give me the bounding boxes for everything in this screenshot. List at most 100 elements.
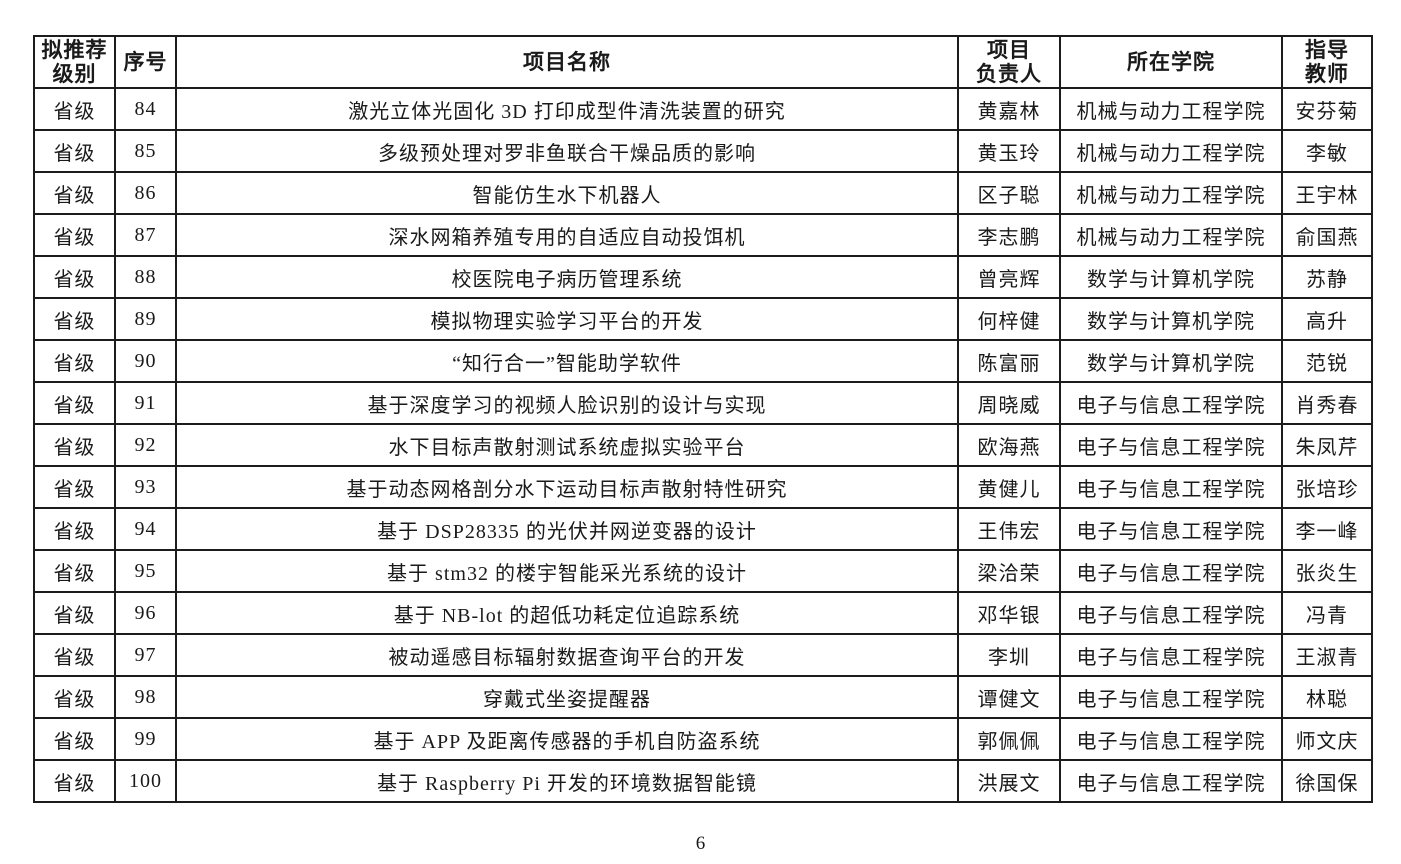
col-header-level: 拟推荐 级别 bbox=[33, 35, 116, 89]
col-header-advisor: 指导 教师 bbox=[1281, 35, 1373, 89]
level-cell: 省级 bbox=[33, 87, 116, 131]
table-row: 省级 84 激光立体光固化 3D 打印成型件清洗装置的研究 黄嘉林 机械与动力工… bbox=[33, 87, 1373, 131]
project-name-cell: 穿戴式坐姿提醒器 bbox=[175, 675, 959, 719]
college-cell: 电子与信息工程学院 bbox=[1059, 423, 1283, 467]
table-body: 省级 84 激光立体光固化 3D 打印成型件清洗装置的研究 黄嘉林 机械与动力工… bbox=[33, 87, 1373, 803]
table-row: 省级 86 智能仿生水下机器人 区子聪 机械与动力工程学院 王宇林 bbox=[33, 171, 1373, 215]
table-row: 省级 95 基于 stm32 的楼宇智能采光系统的设计 梁洽荣 电子与信息工程学… bbox=[33, 549, 1373, 593]
project-name-cell: 多级预处理对罗非鱼联合干燥品质的影响 bbox=[175, 129, 959, 173]
advisor-cell: 肖秀春 bbox=[1281, 381, 1373, 425]
college-cell: 数学与计算机学院 bbox=[1059, 297, 1283, 341]
project-name-cell: 深水网箱养殖专用的自适应自动投饵机 bbox=[175, 213, 959, 257]
serial-number-cell: 97 bbox=[114, 633, 177, 677]
level-cell: 省级 bbox=[33, 339, 116, 383]
project-name-cell: 基于 stm32 的楼宇智能采光系统的设计 bbox=[175, 549, 959, 593]
level-cell: 省级 bbox=[33, 549, 116, 593]
table-row: 省级 100 基于 Raspberry Pi 开发的环境数据智能镜 洪展文 电子… bbox=[33, 759, 1373, 803]
page-number: 6 bbox=[695, 833, 706, 854]
col-header-project: 项目名称 bbox=[175, 35, 959, 89]
project-name-cell: 激光立体光固化 3D 打印成型件清洗装置的研究 bbox=[175, 87, 959, 131]
serial-number-cell: 91 bbox=[114, 381, 177, 425]
college-cell: 电子与信息工程学院 bbox=[1059, 465, 1283, 509]
level-cell: 省级 bbox=[33, 213, 116, 257]
table-row: 省级 97 被动遥感目标辐射数据查询平台的开发 李圳 电子与信息工程学院 王淑青 bbox=[33, 633, 1373, 677]
project-name-cell: “知行合一”智能助学软件 bbox=[175, 339, 959, 383]
leader-cell: 区子聪 bbox=[957, 171, 1061, 215]
serial-number-cell: 90 bbox=[114, 339, 177, 383]
project-name-cell: 基于 Raspberry Pi 开发的环境数据智能镜 bbox=[175, 759, 959, 803]
level-cell: 省级 bbox=[33, 591, 116, 635]
project-name-cell: 被动遥感目标辐射数据查询平台的开发 bbox=[175, 633, 959, 677]
leader-cell: 黄嘉林 bbox=[957, 87, 1061, 131]
col-header-college: 所在学院 bbox=[1059, 35, 1283, 89]
serial-number-cell: 86 bbox=[114, 171, 177, 215]
leader-cell: 郭佩佩 bbox=[957, 717, 1061, 761]
serial-number-cell: 85 bbox=[114, 129, 177, 173]
leader-cell: 何梓健 bbox=[957, 297, 1061, 341]
serial-number-cell: 93 bbox=[114, 465, 177, 509]
table-row: 省级 99 基于 APP 及距离传感器的手机自防盗系统 郭佩佩 电子与信息工程学… bbox=[33, 717, 1373, 761]
college-cell: 机械与动力工程学院 bbox=[1059, 171, 1283, 215]
advisor-cell: 冯青 bbox=[1281, 591, 1373, 635]
project-name-cell: 智能仿生水下机器人 bbox=[175, 171, 959, 215]
advisor-cell: 林聪 bbox=[1281, 675, 1373, 719]
college-cell: 数学与计算机学院 bbox=[1059, 339, 1283, 383]
table-row: 省级 91 基于深度学习的视频人脸识别的设计与实现 周晓威 电子与信息工程学院 … bbox=[33, 381, 1373, 425]
level-cell: 省级 bbox=[33, 717, 116, 761]
advisor-cell: 李一峰 bbox=[1281, 507, 1373, 551]
college-cell: 机械与动力工程学院 bbox=[1059, 129, 1283, 173]
serial-number-cell: 95 bbox=[114, 549, 177, 593]
advisor-cell: 朱凤芹 bbox=[1281, 423, 1373, 467]
leader-cell: 谭健文 bbox=[957, 675, 1061, 719]
level-cell: 省级 bbox=[33, 129, 116, 173]
advisor-cell: 高升 bbox=[1281, 297, 1373, 341]
advisor-cell: 安芬菊 bbox=[1281, 87, 1373, 131]
advisor-cell: 师文庆 bbox=[1281, 717, 1373, 761]
table-row: 省级 87 深水网箱养殖专用的自适应自动投饵机 李志鹏 机械与动力工程学院 俞国… bbox=[33, 213, 1373, 257]
table-row: 省级 93 基于动态网格剖分水下运动目标声散射特性研究 黄健儿 电子与信息工程学… bbox=[33, 465, 1373, 509]
level-cell: 省级 bbox=[33, 423, 116, 467]
advisor-cell: 李敏 bbox=[1281, 129, 1373, 173]
leader-cell: 黄玉玲 bbox=[957, 129, 1061, 173]
serial-number-cell: 92 bbox=[114, 423, 177, 467]
advisor-cell: 张培珍 bbox=[1281, 465, 1373, 509]
level-cell: 省级 bbox=[33, 675, 116, 719]
college-cell: 机械与动力工程学院 bbox=[1059, 213, 1283, 257]
college-cell: 电子与信息工程学院 bbox=[1059, 507, 1283, 551]
leader-cell: 梁洽荣 bbox=[957, 549, 1061, 593]
advisor-cell: 王淑青 bbox=[1281, 633, 1373, 677]
level-cell: 省级 bbox=[33, 759, 116, 803]
serial-number-cell: 99 bbox=[114, 717, 177, 761]
advisor-cell: 俞国燕 bbox=[1281, 213, 1373, 257]
college-cell: 数学与计算机学院 bbox=[1059, 255, 1283, 299]
project-name-cell: 基于 NB-lot 的超低功耗定位追踪系统 bbox=[175, 591, 959, 635]
leader-cell: 李圳 bbox=[957, 633, 1061, 677]
project-name-cell: 基于动态网格剖分水下运动目标声散射特性研究 bbox=[175, 465, 959, 509]
leader-cell: 李志鹏 bbox=[957, 213, 1061, 257]
advisor-cell: 苏静 bbox=[1281, 255, 1373, 299]
leader-cell: 曾亮辉 bbox=[957, 255, 1061, 299]
level-cell: 省级 bbox=[33, 171, 116, 215]
table-header: 拟推荐 级别 序号 项目名称 项目 负责人 所在学院 指导 教师 bbox=[33, 35, 1373, 89]
serial-number-cell: 84 bbox=[114, 87, 177, 131]
level-cell: 省级 bbox=[33, 297, 116, 341]
serial-number-cell: 100 bbox=[114, 759, 177, 803]
projects-table: 拟推荐 级别 序号 项目名称 项目 负责人 所在学院 指导 教师 省级 84 激… bbox=[33, 35, 1373, 803]
advisor-cell: 范锐 bbox=[1281, 339, 1373, 383]
project-name-cell: 校医院电子病历管理系统 bbox=[175, 255, 959, 299]
serial-number-cell: 94 bbox=[114, 507, 177, 551]
leader-cell: 欧海燕 bbox=[957, 423, 1061, 467]
college-cell: 电子与信息工程学院 bbox=[1059, 549, 1283, 593]
col-header-no: 序号 bbox=[114, 35, 177, 89]
level-cell: 省级 bbox=[33, 465, 116, 509]
serial-number-cell: 98 bbox=[114, 675, 177, 719]
table-row: 省级 92 水下目标声散射测试系统虚拟实验平台 欧海燕 电子与信息工程学院 朱凤… bbox=[33, 423, 1373, 467]
col-header-leader: 项目 负责人 bbox=[957, 35, 1061, 89]
leader-cell: 周晓威 bbox=[957, 381, 1061, 425]
serial-number-cell: 87 bbox=[114, 213, 177, 257]
college-cell: 机械与动力工程学院 bbox=[1059, 87, 1283, 131]
leader-cell: 洪展文 bbox=[957, 759, 1061, 803]
table-row: 省级 94 基于 DSP28335 的光伏并网逆变器的设计 王伟宏 电子与信息工… bbox=[33, 507, 1373, 551]
table-row: 省级 89 模拟物理实验学习平台的开发 何梓健 数学与计算机学院 高升 bbox=[33, 297, 1373, 341]
table-row: 省级 85 多级预处理对罗非鱼联合干燥品质的影响 黄玉玲 机械与动力工程学院 李… bbox=[33, 129, 1373, 173]
